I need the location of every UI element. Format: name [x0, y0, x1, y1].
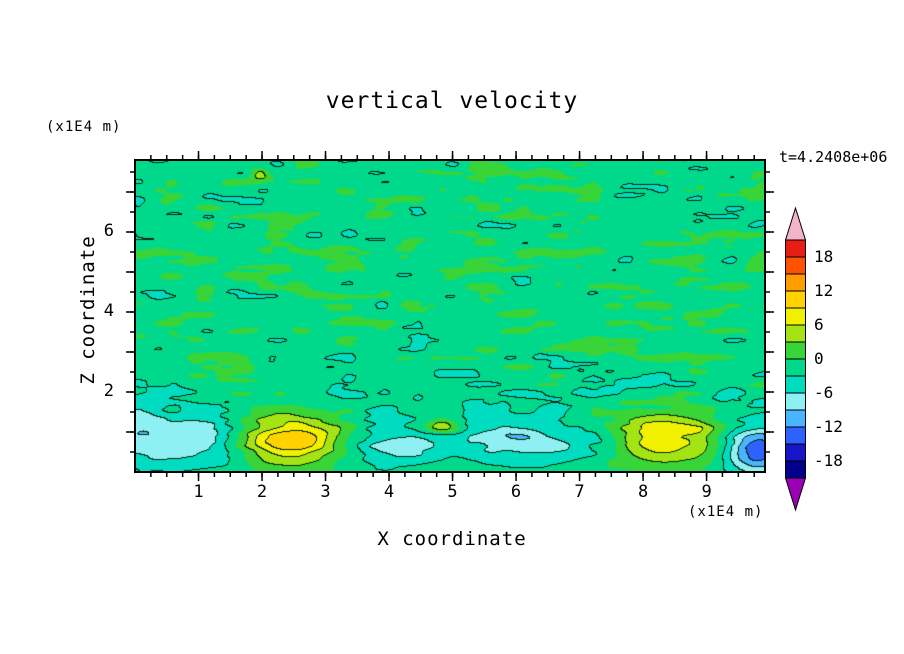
x-axis-label: X coordinate	[377, 528, 527, 550]
contour-canvas	[135, 160, 765, 472]
z-tick-label: 2	[103, 381, 114, 401]
z-tick-label: 4	[103, 301, 114, 321]
x-axis-units-label: (x1E4 m)	[688, 504, 764, 520]
colorbar-label: -18	[814, 451, 843, 470]
time-annotation: t=4.2408e+06	[779, 148, 888, 166]
z-axis-units-label: (x1E4 m)	[46, 119, 122, 135]
colorbar-label: -6	[814, 383, 834, 402]
colorbar-label: 12	[814, 281, 834, 300]
colorbar-labels: 18 12 6 0 -6 -12 -18	[814, 206, 874, 516]
x-tick-label: 9	[701, 482, 712, 502]
x-tick-label: 2	[256, 482, 268, 502]
plot-title: vertical velocity	[325, 88, 579, 114]
x-tick-label: 8	[637, 482, 649, 502]
x-tick-label: 4	[383, 482, 395, 502]
x-tick-label: 1	[193, 482, 204, 502]
z-tick-label: 6	[103, 221, 114, 241]
colorbar	[785, 206, 807, 512]
colorbar-label: 0	[814, 349, 824, 368]
x-tick-label: 3	[320, 482, 331, 502]
x-tick-label: 6	[510, 482, 522, 502]
y-axis-label: Z coordinate	[77, 235, 99, 385]
x-tick-label: 5	[447, 482, 458, 502]
colorbar-label: 6	[814, 315, 824, 334]
x-tick-label: 7	[574, 482, 585, 502]
colorbar-label: 18	[814, 247, 834, 266]
colorbar-label: -12	[814, 417, 843, 436]
